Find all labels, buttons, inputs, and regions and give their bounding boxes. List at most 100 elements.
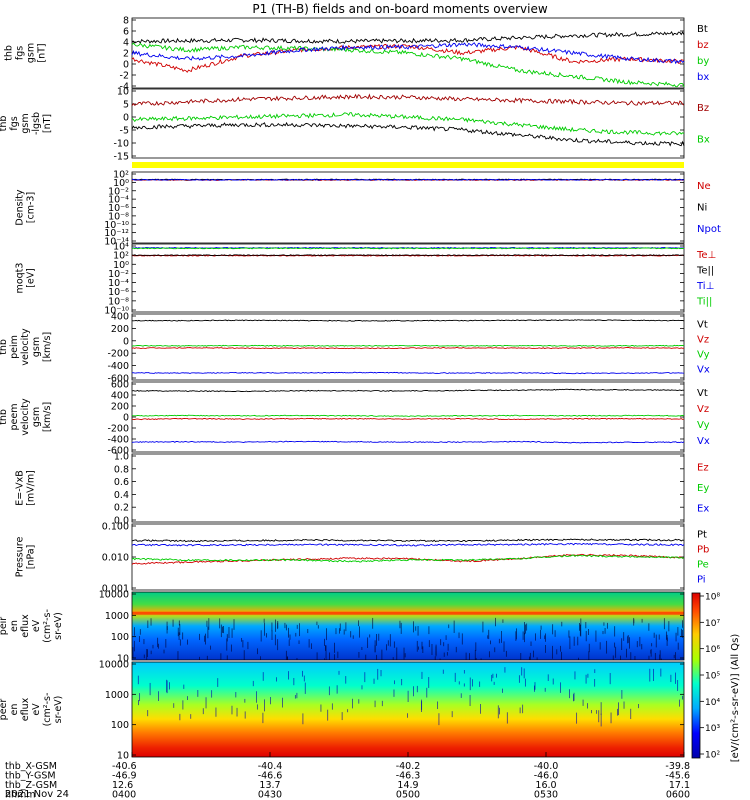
y-tick-label: 10⁻⁶	[108, 287, 129, 298]
y-tick-label: 6	[123, 27, 129, 38]
x-tick-label: 0600	[666, 790, 690, 800]
series-by	[131, 42, 685, 88]
legend-entry: Vx	[697, 436, 710, 447]
y-tick-label: -200	[107, 424, 129, 435]
y-tick-label: 5	[123, 100, 129, 111]
y-tick-label: 10⁻⁴	[108, 195, 129, 206]
legend-entry: Ex	[697, 504, 709, 515]
y-tick-label: 0.0	[114, 516, 129, 527]
x-tick-label: 13.7	[259, 780, 280, 791]
y-tick-label: 10⁰	[113, 178, 129, 189]
colorbar: 10⁸ 10⁷ 10⁶ 10⁵ 10⁴ 10³ 10² [eV/(cm²-s-sr-eV)]…	[691, 593, 741, 762]
x-tick-label: 0500	[396, 790, 420, 800]
legend-entry: Pb	[697, 545, 709, 556]
x-tick-label: -40.0	[534, 761, 559, 772]
legend-entry: Pe	[697, 560, 709, 571]
x-row-label: thb_X-GSM	[5, 761, 57, 772]
ylabel-line: gsm	[31, 337, 42, 357]
legend-entry: Bx	[697, 134, 710, 145]
x-tick-label: 14.9	[397, 780, 418, 791]
x-row-label: hhmm	[5, 790, 36, 800]
series-Bz	[131, 93, 685, 106]
series-bx	[131, 42, 685, 65]
y-tick-label: -15	[113, 152, 129, 163]
x-axis-labels: thb_X-GSM -40.6 -40.4 -40.2 -40.0 -39.8 thb_Y-…	[5, 752, 690, 800]
y-tick-label: 200	[111, 324, 129, 335]
x-tick-label: 0400	[112, 790, 136, 800]
panel-ylabel: Density [cm-3]	[15, 189, 37, 225]
colorbar-ticks: 10⁸ 10⁷ 10⁶ 10⁵ 10⁴ 10³ 10²	[700, 593, 720, 761]
y-tick-label: 10	[117, 87, 129, 98]
panel-ylabel: thbpeirenefluxeV(cm²-s-sr-eV)	[0, 609, 64, 643]
y-tick-label: 10⁻²	[108, 186, 129, 197]
colorbar-tick-label: 10⁶	[705, 645, 720, 655]
y-tick-label: 0	[123, 60, 129, 71]
series-Bx	[131, 112, 685, 136]
panel-ylabel: thb fgs gsm -lgsb [nT]	[0, 112, 53, 135]
y-tick-label: -600	[107, 374, 129, 385]
ylabel-line: en	[9, 620, 20, 632]
panel-ylabel: thb peim velocity gsm [km/s]	[0, 328, 53, 366]
spectrogram-band	[132, 611, 684, 615]
legend-entry: Bt	[697, 24, 708, 35]
y-tick-label: 10⁴	[113, 242, 129, 253]
legend-entry: Vy	[697, 350, 710, 361]
ylabel-line: [km/s]	[42, 402, 53, 432]
panel-density: Density [cm-3] 10²10⁰10⁻²10⁻⁴10⁻⁶10⁻⁸10⁻¹⁰…	[15, 170, 721, 248]
series-Vy	[131, 414, 685, 417]
ylabel-line: -lgsb	[31, 112, 42, 135]
date-label: 2021 Nov 24	[5, 789, 69, 800]
legend-entry: by	[697, 56, 709, 67]
y-tick-label: -10	[113, 139, 129, 150]
panel-ylabel: moqt3 [eV]	[15, 263, 37, 294]
panel-frame	[131, 88, 685, 159]
legend: Bt bz by bx	[697, 24, 709, 83]
panel-ylabel: Pressure [nPa]	[15, 537, 37, 578]
y-tick-label: 0.8	[114, 464, 129, 475]
y-tick-label: 400	[111, 312, 129, 323]
ylabel-line: sr-eV)	[53, 696, 64, 724]
panel-efield: E=-VxB [mV/m] 1.00.8 0.6 0.4 0.2 0.0 Ez Ey Ex	[15, 452, 710, 527]
y-tick-label: 4	[123, 38, 129, 49]
legend: Ne Ni Npot	[697, 181, 721, 235]
y-tick-label: 1000	[105, 690, 129, 701]
ylabel-line: [nPa]	[26, 545, 37, 570]
x-row-label: thb_Z-GSM	[5, 780, 57, 791]
ylabel-line: [nT]	[42, 114, 53, 133]
ylabel-line: (cm²-s-	[42, 693, 53, 727]
ylabel-line: thb	[0, 409, 9, 425]
y-tick-label: 10⁻⁴	[108, 278, 129, 289]
colorbar-tick-label: 10⁴	[705, 698, 720, 708]
ylabel-line: eV	[31, 619, 42, 632]
y-tick-label: 10²	[113, 170, 129, 181]
legend-entry: Ey	[697, 483, 709, 494]
series-unlabeled	[131, 121, 685, 147]
ylabel-line: peer	[0, 699, 9, 721]
ylabel-line: eflux	[20, 697, 31, 721]
y-tick-label: 0	[123, 413, 129, 424]
x-tick-label: -40.2	[396, 761, 421, 772]
ylabel-line: fgs	[15, 46, 26, 60]
spectrogram-texture	[137, 667, 683, 727]
legend-entry: Ti⊥	[696, 281, 714, 292]
x-tick-label: 0430	[258, 790, 282, 800]
legend-entry: Ez	[697, 462, 709, 473]
ylabel-line: gsm	[31, 407, 42, 427]
ylabel-line: peem	[9, 404, 20, 431]
ylabel-line: Pressure	[15, 537, 26, 578]
legend-entry: Vx	[697, 365, 710, 376]
y-tick-label: -4	[120, 82, 129, 93]
ylabel-line: peim	[9, 335, 20, 359]
ylabel-line: Density	[15, 189, 26, 225]
legend-entry: bx	[697, 72, 709, 83]
series-Te⊥	[131, 254, 684, 257]
y-tick-label: 0.001	[102, 584, 129, 595]
series-Vz	[131, 417, 685, 421]
series-Pi	[131, 542, 685, 547]
y-tick-label: 0	[123, 336, 129, 347]
panel-ylabel: E=-VxB [mV/m]	[15, 470, 37, 506]
